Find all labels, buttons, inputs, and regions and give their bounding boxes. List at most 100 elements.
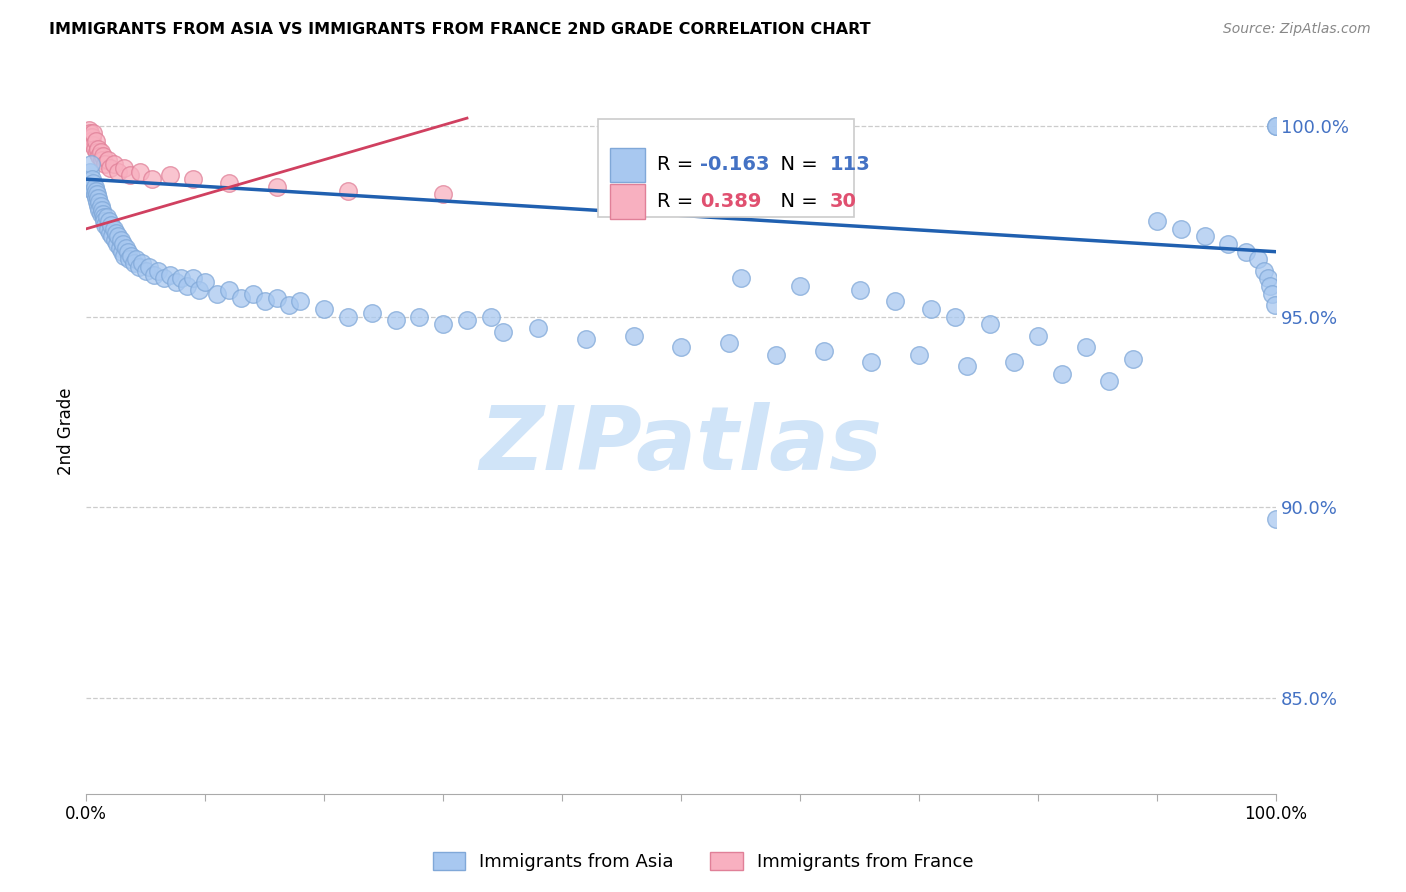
Point bbox=[669, 340, 692, 354]
Point bbox=[112, 161, 135, 175]
Point bbox=[1265, 512, 1288, 526]
Point bbox=[89, 195, 111, 210]
Point bbox=[86, 195, 108, 210]
Point bbox=[205, 286, 228, 301]
Point bbox=[90, 153, 112, 168]
Point bbox=[1257, 271, 1279, 285]
Point bbox=[122, 256, 145, 270]
Point bbox=[77, 122, 100, 136]
Point bbox=[82, 137, 104, 152]
Point bbox=[103, 222, 125, 236]
Point bbox=[1002, 355, 1025, 369]
Point bbox=[90, 145, 112, 160]
Point bbox=[103, 157, 125, 171]
Point bbox=[1264, 298, 1286, 312]
Point bbox=[1170, 222, 1192, 236]
Point bbox=[456, 313, 478, 327]
Text: R =: R = bbox=[658, 155, 700, 175]
Point bbox=[956, 359, 979, 374]
Point bbox=[117, 244, 139, 259]
Point bbox=[432, 187, 454, 202]
Point bbox=[1265, 119, 1288, 133]
Point bbox=[82, 176, 104, 190]
Point bbox=[575, 333, 598, 347]
Text: N =: N = bbox=[768, 155, 824, 175]
Point bbox=[920, 301, 942, 316]
Point bbox=[80, 157, 103, 171]
Point bbox=[90, 206, 112, 220]
Text: N =: N = bbox=[768, 192, 824, 211]
Point bbox=[86, 145, 108, 160]
Point bbox=[84, 134, 107, 148]
Point bbox=[107, 229, 129, 244]
Point bbox=[79, 130, 101, 145]
Point bbox=[337, 310, 360, 324]
Point bbox=[114, 241, 136, 255]
Bar bbox=[610, 147, 645, 182]
Point bbox=[159, 169, 181, 183]
Point bbox=[98, 226, 121, 240]
Point bbox=[128, 164, 150, 178]
Point bbox=[266, 179, 288, 194]
Point bbox=[83, 187, 105, 202]
Point bbox=[105, 237, 128, 252]
Point bbox=[884, 294, 907, 309]
Point bbox=[101, 229, 124, 244]
Point bbox=[1218, 237, 1240, 252]
Point bbox=[79, 164, 101, 178]
Point bbox=[86, 187, 108, 202]
Point bbox=[218, 283, 240, 297]
Point bbox=[82, 130, 104, 145]
Point bbox=[1261, 286, 1284, 301]
Point bbox=[120, 169, 142, 183]
Point bbox=[360, 306, 382, 320]
Point bbox=[337, 184, 360, 198]
Point bbox=[82, 172, 104, 186]
Point bbox=[125, 252, 148, 267]
Text: ZIPatlas: ZIPatlas bbox=[479, 402, 883, 489]
Point bbox=[1146, 214, 1168, 228]
Point bbox=[100, 218, 122, 232]
Point bbox=[242, 286, 264, 301]
Point bbox=[94, 157, 117, 171]
Point bbox=[138, 260, 160, 274]
Point bbox=[108, 241, 131, 255]
Text: 113: 113 bbox=[830, 155, 870, 175]
Legend: Immigrants from Asia, Immigrants from France: Immigrants from Asia, Immigrants from Fr… bbox=[425, 845, 981, 879]
Point bbox=[131, 256, 153, 270]
Y-axis label: 2nd Grade: 2nd Grade bbox=[58, 387, 75, 475]
Point bbox=[97, 153, 120, 168]
Point bbox=[128, 260, 150, 274]
Point bbox=[290, 294, 312, 309]
Point bbox=[1258, 279, 1281, 293]
Point bbox=[141, 172, 163, 186]
Point bbox=[91, 206, 114, 220]
Point bbox=[479, 310, 502, 324]
Point bbox=[143, 268, 166, 282]
Point bbox=[110, 233, 132, 247]
Point bbox=[90, 202, 112, 217]
Text: 0.389: 0.389 bbox=[700, 192, 762, 211]
Point bbox=[1050, 367, 1073, 381]
Point bbox=[253, 294, 276, 309]
Point bbox=[176, 279, 198, 293]
Point bbox=[93, 214, 115, 228]
Point bbox=[146, 264, 169, 278]
FancyBboxPatch shape bbox=[598, 120, 853, 217]
Point bbox=[765, 348, 787, 362]
Point bbox=[91, 149, 114, 163]
Point bbox=[96, 211, 118, 225]
Point bbox=[84, 184, 107, 198]
Point bbox=[84, 191, 107, 205]
Point bbox=[717, 336, 740, 351]
Point bbox=[94, 218, 117, 232]
Point bbox=[97, 222, 120, 236]
Point bbox=[1098, 375, 1121, 389]
Text: IMMIGRANTS FROM ASIA VS IMMIGRANTS FROM FRANCE 2ND GRADE CORRELATION CHART: IMMIGRANTS FROM ASIA VS IMMIGRANTS FROM … bbox=[49, 22, 870, 37]
Point bbox=[112, 237, 135, 252]
Point bbox=[979, 317, 1001, 331]
Point bbox=[82, 179, 104, 194]
Point bbox=[93, 211, 115, 225]
Point bbox=[1074, 340, 1097, 354]
Point bbox=[813, 343, 835, 358]
